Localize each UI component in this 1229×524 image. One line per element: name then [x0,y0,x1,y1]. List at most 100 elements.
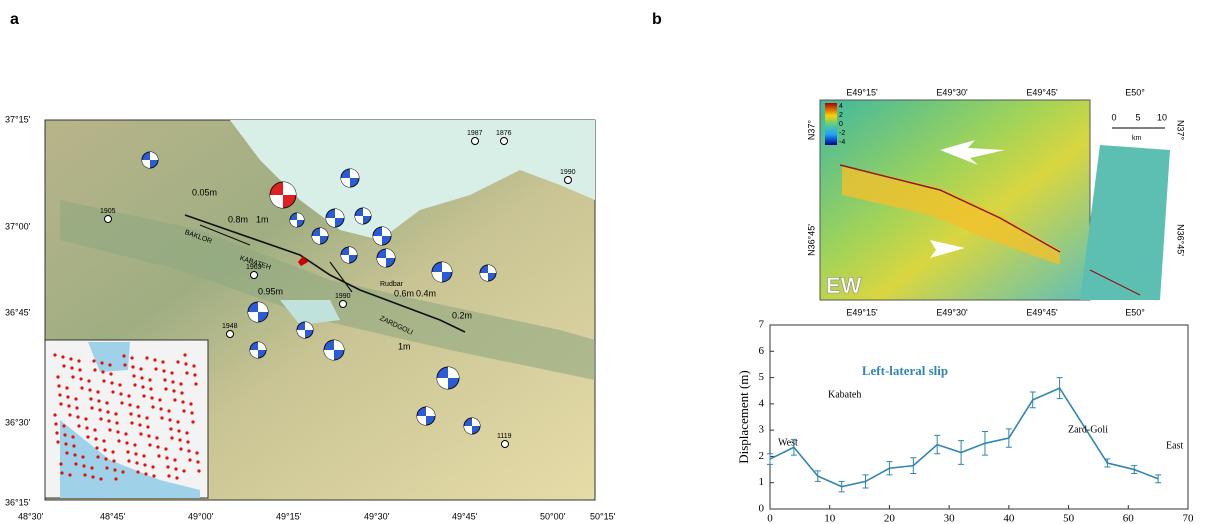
y-tick-label: 1 [759,476,765,488]
bottom-lon-label: E49°45' [1026,307,1058,317]
annotation: Kabateh [828,389,861,400]
seismicity-dot [106,410,110,414]
right-lat-label: N36°45' [1176,224,1186,256]
seismicity-dot [65,386,69,390]
seismicity-dot [146,425,150,429]
x-tick-label: 30 [944,513,956,524]
seismicity-dot [135,461,139,465]
colorbar-label: -4 [839,139,845,146]
station-marker [471,137,479,145]
seismicity-dot [54,422,58,426]
insar-map [819,99,1170,301]
seismicity-dot [62,364,66,368]
error-bar [886,461,893,476]
seismicity-dot [104,457,108,461]
error-bar [910,457,917,475]
seismicity-dot [111,390,115,394]
seismicity-dot [116,430,120,434]
seismicity-dot [151,465,155,469]
lat-label: 36°45' [5,307,31,317]
y-tick-label: 6 [759,345,765,357]
focal-mechanism-quadrant [341,247,357,263]
focal-mechanism-quadrant [142,152,158,168]
seismicity-dot [108,363,112,367]
lon-label: 49°30' [364,511,390,521]
seismicity-dot [126,450,130,454]
station-marker [501,440,509,448]
seismicity-dot [77,424,81,428]
error-bar [1029,391,1036,409]
focal-mechanism-quadrant [341,169,359,187]
seismicity-dot [96,390,100,394]
x-tick-label: 70 [1183,513,1195,524]
y-tick-label: 7 [759,319,765,331]
seismicity-dot [90,466,94,470]
x-tick-label: 10 [824,513,836,524]
lat-label: 37°15' [5,114,31,124]
seismicity-dot [93,368,97,372]
seismicity-dot [139,367,143,371]
seismicity-dot [105,401,109,405]
seismicity-dot [136,470,140,474]
seismicity-dot [109,372,113,376]
seismicity-dot [145,356,149,360]
seismicity-dot [148,443,152,447]
seismicity-dot [79,377,83,381]
seismicity-dot [196,460,200,464]
station-label: 1119 [497,433,512,440]
seismicity-dot [162,369,166,373]
slip-line [769,387,1159,488]
chart-title: Left-lateral slip [862,363,948,378]
seismicity-dot [59,402,63,406]
scale-label: 10 [1157,112,1167,122]
colorbar-label: 0 [839,121,843,128]
seismicity-dot [89,397,93,401]
seismicity-dot [186,440,190,444]
seismicity-dot [145,416,149,420]
seismicity-dot [172,389,176,393]
seismicity-dot [66,395,70,399]
colorbar-label: -2 [839,130,845,137]
focal-mechanism-quadrant [312,228,328,244]
focal-mechanism-quadrant [464,418,480,434]
seismicity-dot [68,413,72,417]
seismicity-dot [72,444,76,448]
seismicity-dot [154,367,158,371]
seismicity-dot [142,394,146,398]
focal-mechanism-quadrant [297,322,313,338]
annotation: East [1166,440,1183,451]
seismicity-dot [160,416,164,420]
seismicity-dot [130,356,134,360]
seismicity-dot [98,408,102,412]
seismicity-dot [114,412,118,416]
seismicity-dot [59,462,63,466]
seismicity-dot [182,409,186,413]
focal-mechanism-quadrant [355,208,371,224]
error-bar [958,440,965,465]
seismicity-dot [194,382,198,386]
focal-mechanism-quadrant [373,227,391,245]
seismicity-dot [168,418,172,422]
bottom-lon-label: E49°15' [846,307,878,317]
seismicity-dot [65,451,69,455]
seismicity-dot [110,381,114,385]
seismicity-dot [121,470,125,474]
seismicity-dot [80,386,84,390]
seismicity-dot [127,394,131,398]
seismicity-dot [185,371,189,375]
seismicity-dot [120,401,124,405]
seismicity-dot [122,354,126,358]
seismicity-dot [125,441,129,445]
left-lat-label: N36°45' [806,224,816,256]
focal-mechanism-quadrant [437,367,459,389]
slip-label: 1m [398,341,411,351]
seismicity-dot [180,391,184,395]
seismicity-dot [170,371,174,375]
lon-label: 49°15' [276,511,302,521]
seismicity-dot [131,365,135,369]
seismicity-dot [103,448,107,452]
seismicity-dot [157,454,161,458]
seismicity-dot [150,396,154,400]
seismicity-dot [129,412,133,416]
error-bar [767,453,773,465]
